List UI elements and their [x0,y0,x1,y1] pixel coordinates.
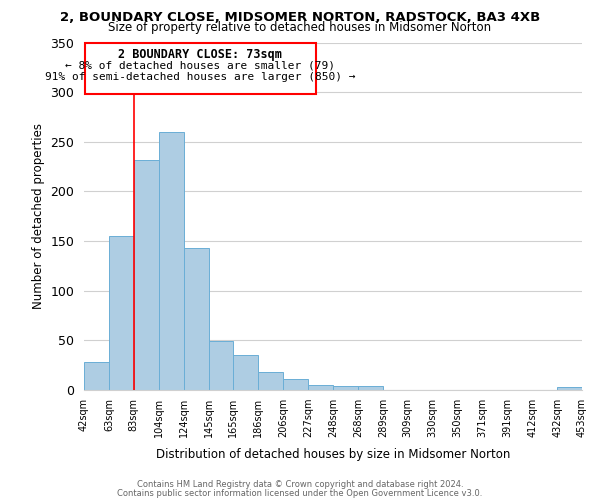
Y-axis label: Number of detached properties: Number of detached properties [32,123,45,309]
Text: Size of property relative to detached houses in Midsomer Norton: Size of property relative to detached ho… [109,22,491,35]
Bar [308,385,333,390]
Text: ← 8% of detached houses are smaller (79): ← 8% of detached houses are smaller (79) [65,60,335,70]
Bar [84,362,109,390]
Text: 2, BOUNDARY CLOSE, MIDSOMER NORTON, RADSTOCK, BA3 4XB: 2, BOUNDARY CLOSE, MIDSOMER NORTON, RADS… [60,11,540,24]
Bar [184,248,209,390]
Bar [557,387,582,390]
Bar [283,379,308,390]
Text: 91% of semi-detached houses are larger (850) →: 91% of semi-detached houses are larger (… [45,72,356,83]
Bar [259,372,283,390]
Bar [358,386,383,390]
Text: Contains public sector information licensed under the Open Government Licence v3: Contains public sector information licen… [118,488,482,498]
Bar [209,342,233,390]
Bar [159,132,184,390]
Text: Contains HM Land Registry data © Crown copyright and database right 2024.: Contains HM Land Registry data © Crown c… [137,480,463,489]
X-axis label: Distribution of detached houses by size in Midsomer Norton: Distribution of detached houses by size … [156,448,510,461]
Text: 2 BOUNDARY CLOSE: 73sqm: 2 BOUNDARY CLOSE: 73sqm [118,48,283,62]
Bar [233,355,259,390]
FancyBboxPatch shape [85,42,316,94]
Bar [333,386,358,390]
Bar [109,236,134,390]
Bar [134,160,159,390]
